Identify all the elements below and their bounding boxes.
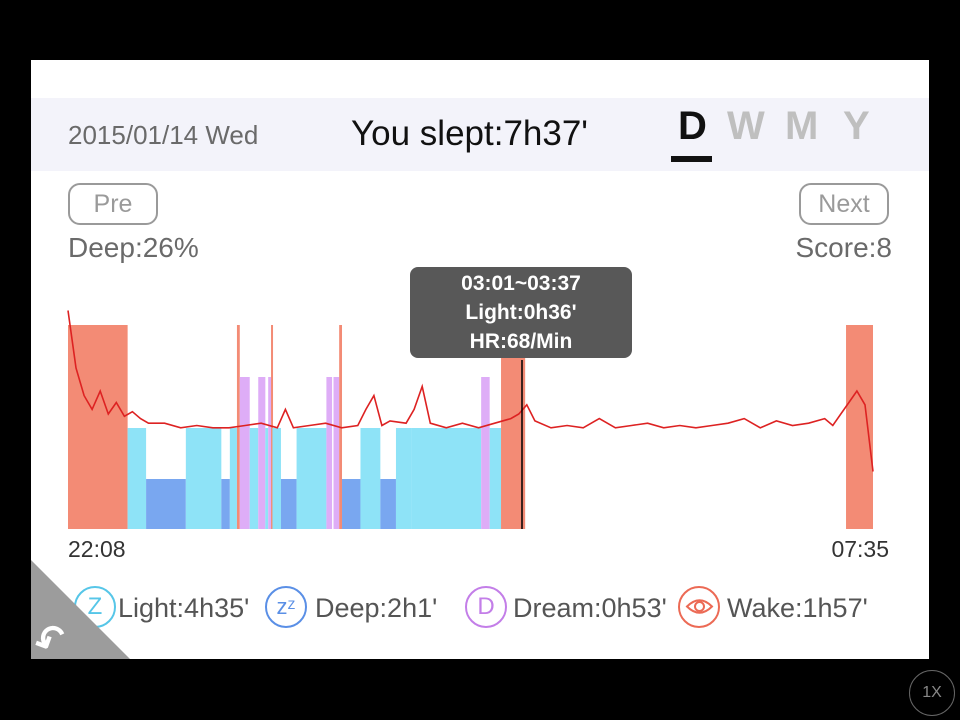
stage-bar-light — [360, 428, 381, 529]
stage-bar-light — [185, 428, 222, 529]
start-time-label: 22:08 — [68, 536, 126, 562]
stage-bar-deep — [146, 479, 186, 529]
sleep-report-screen: 2015/01/14 Wed You slept:7h37' D W M Y P… — [31, 60, 929, 659]
header-bar — [31, 98, 929, 171]
period-month-tab[interactable]: M — [785, 104, 819, 148]
playback-speed-button[interactable]: 1X — [909, 670, 955, 716]
stage-bar-dream — [333, 377, 340, 529]
legend-dream-label: Dream:0h53' — [513, 593, 667, 623]
stage-bar-deep — [342, 479, 361, 529]
stage-bar-dream — [258, 377, 266, 529]
sleep-duration-title: You slept:7h37' — [351, 114, 588, 153]
active-period-underline — [671, 156, 712, 162]
stage-bar-light — [229, 428, 237, 529]
stage-bar-wake — [68, 325, 128, 529]
date-label: 2015/01/14 Wed — [68, 120, 259, 150]
legend-light-label: Light:4h35' — [118, 593, 250, 623]
legend-wake-label: Wake:1h57' — [727, 593, 868, 623]
tooltip-time-range: 03:01~03:37 — [461, 272, 581, 295]
legend-deep-label: Deep:2h1' — [315, 593, 438, 623]
stage-bar-wake — [846, 325, 873, 529]
stage-bar-deep — [280, 479, 297, 529]
pre-button[interactable]: Pre — [68, 183, 158, 225]
stage-bar-deep — [221, 479, 230, 529]
tooltip-heart-rate: HR:68/Min — [469, 330, 573, 353]
stage-bar-light — [489, 428, 502, 529]
stage-bar-dream — [481, 377, 490, 529]
sleep-stage-chart[interactable] — [31, 260, 929, 540]
period-day-tab[interactable]: D — [678, 104, 707, 148]
deep-zz-icon: zᶻ — [265, 586, 307, 628]
stage-bar-light — [296, 428, 327, 529]
stage-bars — [68, 325, 873, 529]
stage-bar-light — [127, 428, 147, 529]
stage-bar-dream — [239, 377, 250, 529]
tooltip-stage: Light:0h36' — [465, 301, 577, 324]
end-time-label: 07:35 — [831, 536, 889, 562]
heart-rate-line — [67, 310, 874, 472]
stage-bar-light — [249, 428, 259, 529]
stage-bar-light — [411, 428, 482, 529]
stage-bar-wake — [501, 325, 526, 529]
stage-bar-dream — [326, 377, 333, 529]
next-button[interactable]: Next — [799, 183, 889, 225]
stage-bar-light — [272, 428, 281, 529]
stage-bar-dream — [268, 377, 272, 529]
sleep-score: Score:8 — [795, 232, 893, 263]
stage-bar-light — [395, 428, 412, 529]
stage-bar-light — [265, 428, 269, 529]
stage-bar-deep — [380, 479, 396, 529]
back-corner-tab[interactable] — [31, 560, 131, 659]
period-week-tab[interactable]: W — [727, 104, 765, 148]
selection-tooltip: 03:01~03:37 Light:0h36' HR:68/Min — [410, 267, 632, 358]
deep-percentage: Deep:26% — [68, 232, 199, 263]
dream-d-icon: D — [465, 586, 507, 628]
wake-eye-icon — [678, 586, 720, 628]
period-year-tab[interactable]: Y — [843, 104, 870, 148]
